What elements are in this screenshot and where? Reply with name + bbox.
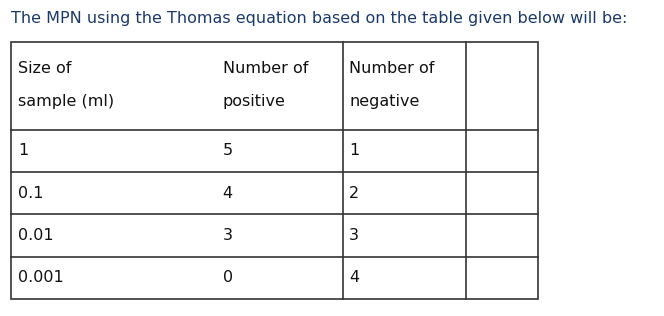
Text: 1: 1 <box>18 143 28 158</box>
Text: 0.1: 0.1 <box>18 186 43 201</box>
Text: Number of: Number of <box>222 61 308 76</box>
Text: sample (ml): sample (ml) <box>18 94 114 109</box>
Text: 5: 5 <box>222 143 232 158</box>
Text: 4: 4 <box>222 186 232 201</box>
Text: Size of: Size of <box>18 61 71 76</box>
Text: 3: 3 <box>349 228 359 243</box>
Text: positive: positive <box>222 94 286 109</box>
Text: 0.01: 0.01 <box>18 228 54 243</box>
Text: 4: 4 <box>349 270 359 285</box>
Text: Number of: Number of <box>349 61 434 76</box>
Bar <box>11 42 538 299</box>
Text: 1: 1 <box>349 143 359 158</box>
Text: 0.001: 0.001 <box>18 270 64 285</box>
Text: 0: 0 <box>222 270 232 285</box>
Text: 3: 3 <box>222 228 232 243</box>
Text: The MPN using the Thomas equation based on the table given below will be:: The MPN using the Thomas equation based … <box>11 11 627 26</box>
Text: 2: 2 <box>349 186 359 201</box>
Text: negative: negative <box>349 94 420 109</box>
